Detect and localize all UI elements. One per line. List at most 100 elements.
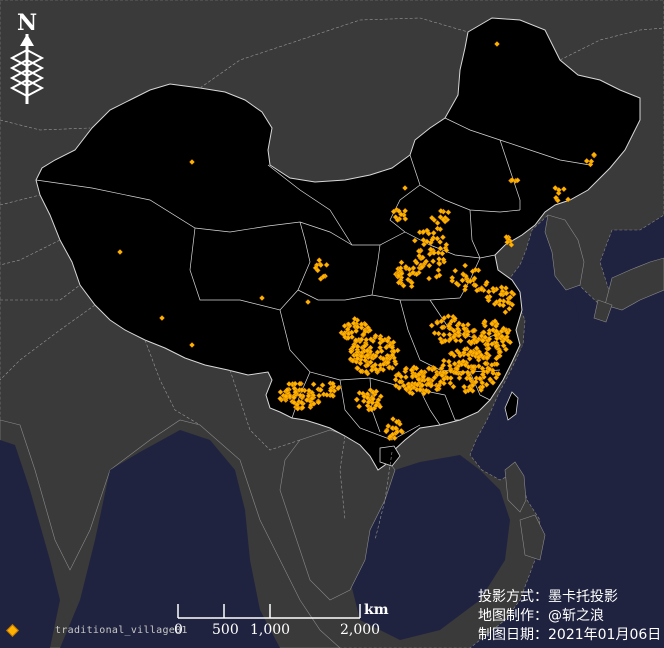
village-point <box>348 329 355 336</box>
village-point <box>488 362 495 368</box>
village-point <box>296 380 303 387</box>
village-point <box>435 267 442 274</box>
village-point <box>117 249 123 255</box>
village-point <box>478 332 485 339</box>
village-point <box>479 337 486 344</box>
village-point <box>514 177 521 184</box>
village-point <box>465 364 472 370</box>
village-point <box>493 323 499 330</box>
village-point <box>292 389 299 396</box>
village-point <box>400 382 407 389</box>
village-point <box>434 220 441 226</box>
village-point <box>354 355 361 362</box>
village-point <box>436 260 443 267</box>
village-point <box>434 319 441 326</box>
village-point <box>294 401 301 408</box>
village-point <box>362 357 369 364</box>
village-point <box>456 375 463 381</box>
village-point <box>413 259 420 266</box>
village-point <box>317 262 324 269</box>
village-point <box>351 315 358 322</box>
scale-tick-label: 2,000 <box>340 622 381 638</box>
village-point <box>402 215 409 222</box>
village-point <box>383 344 390 351</box>
village-point <box>349 357 356 364</box>
village-point <box>408 279 415 286</box>
village-point <box>441 376 447 383</box>
village-point <box>383 428 390 435</box>
village-point <box>486 330 493 337</box>
village-point <box>479 371 486 378</box>
village-point <box>357 368 364 375</box>
village-point <box>358 336 365 343</box>
village-point <box>473 338 480 345</box>
village-point <box>437 208 444 214</box>
village-point <box>366 327 373 334</box>
village-point <box>462 262 469 269</box>
philippines-south <box>519 514 546 561</box>
village-point <box>485 288 492 295</box>
village-point <box>341 322 348 329</box>
village-point <box>406 271 413 278</box>
village-point <box>500 342 507 349</box>
village-point <box>445 209 452 216</box>
village-point <box>583 158 590 164</box>
village-point <box>402 263 409 270</box>
north-arrow: N <box>6 8 48 108</box>
village-point <box>417 386 424 393</box>
village-point <box>470 327 477 334</box>
village-point <box>445 323 452 330</box>
village-point <box>345 321 352 328</box>
village-point <box>462 362 469 368</box>
village-point <box>451 360 458 367</box>
village-point <box>377 393 384 400</box>
village-point <box>503 234 510 240</box>
village-point <box>492 318 498 325</box>
village-point <box>503 290 510 297</box>
village-point <box>418 368 425 375</box>
village-point <box>189 159 195 165</box>
village-point <box>443 247 450 254</box>
village-point <box>493 343 500 350</box>
village-point <box>502 309 509 316</box>
village-point <box>479 384 486 390</box>
village-point <box>460 349 467 356</box>
village-point <box>294 405 301 412</box>
village-point <box>316 257 323 264</box>
village-point <box>485 345 492 352</box>
village-point <box>305 299 311 305</box>
village-point <box>450 383 457 390</box>
village-point <box>464 331 471 338</box>
village-point <box>471 275 478 282</box>
village-point <box>469 268 476 275</box>
village-point <box>464 369 471 376</box>
village-point <box>303 397 310 403</box>
village-point <box>392 382 399 389</box>
village-point <box>441 315 448 321</box>
village-point <box>392 376 399 383</box>
village-point <box>364 347 371 354</box>
village-point <box>565 196 572 203</box>
village-point <box>447 375 454 382</box>
village-point <box>456 320 463 327</box>
village-point <box>394 216 401 223</box>
village-point <box>358 321 365 328</box>
village-point <box>319 382 326 389</box>
village-point <box>315 399 322 406</box>
legend-label: traditional_village01 <box>55 624 188 636</box>
projection-text: 投影方式：墨卡托投影 <box>478 589 618 605</box>
village-point <box>402 185 408 191</box>
village-point <box>420 237 427 243</box>
village-point <box>484 294 491 301</box>
village-point <box>394 347 401 354</box>
village-point <box>478 286 485 293</box>
village-point <box>495 371 502 377</box>
village-point <box>390 416 396 422</box>
village-point <box>310 381 317 388</box>
village-point <box>447 380 454 387</box>
scale-unit: km <box>364 602 389 618</box>
village-point <box>284 387 291 393</box>
village-point <box>352 337 359 344</box>
village-point <box>467 278 474 285</box>
